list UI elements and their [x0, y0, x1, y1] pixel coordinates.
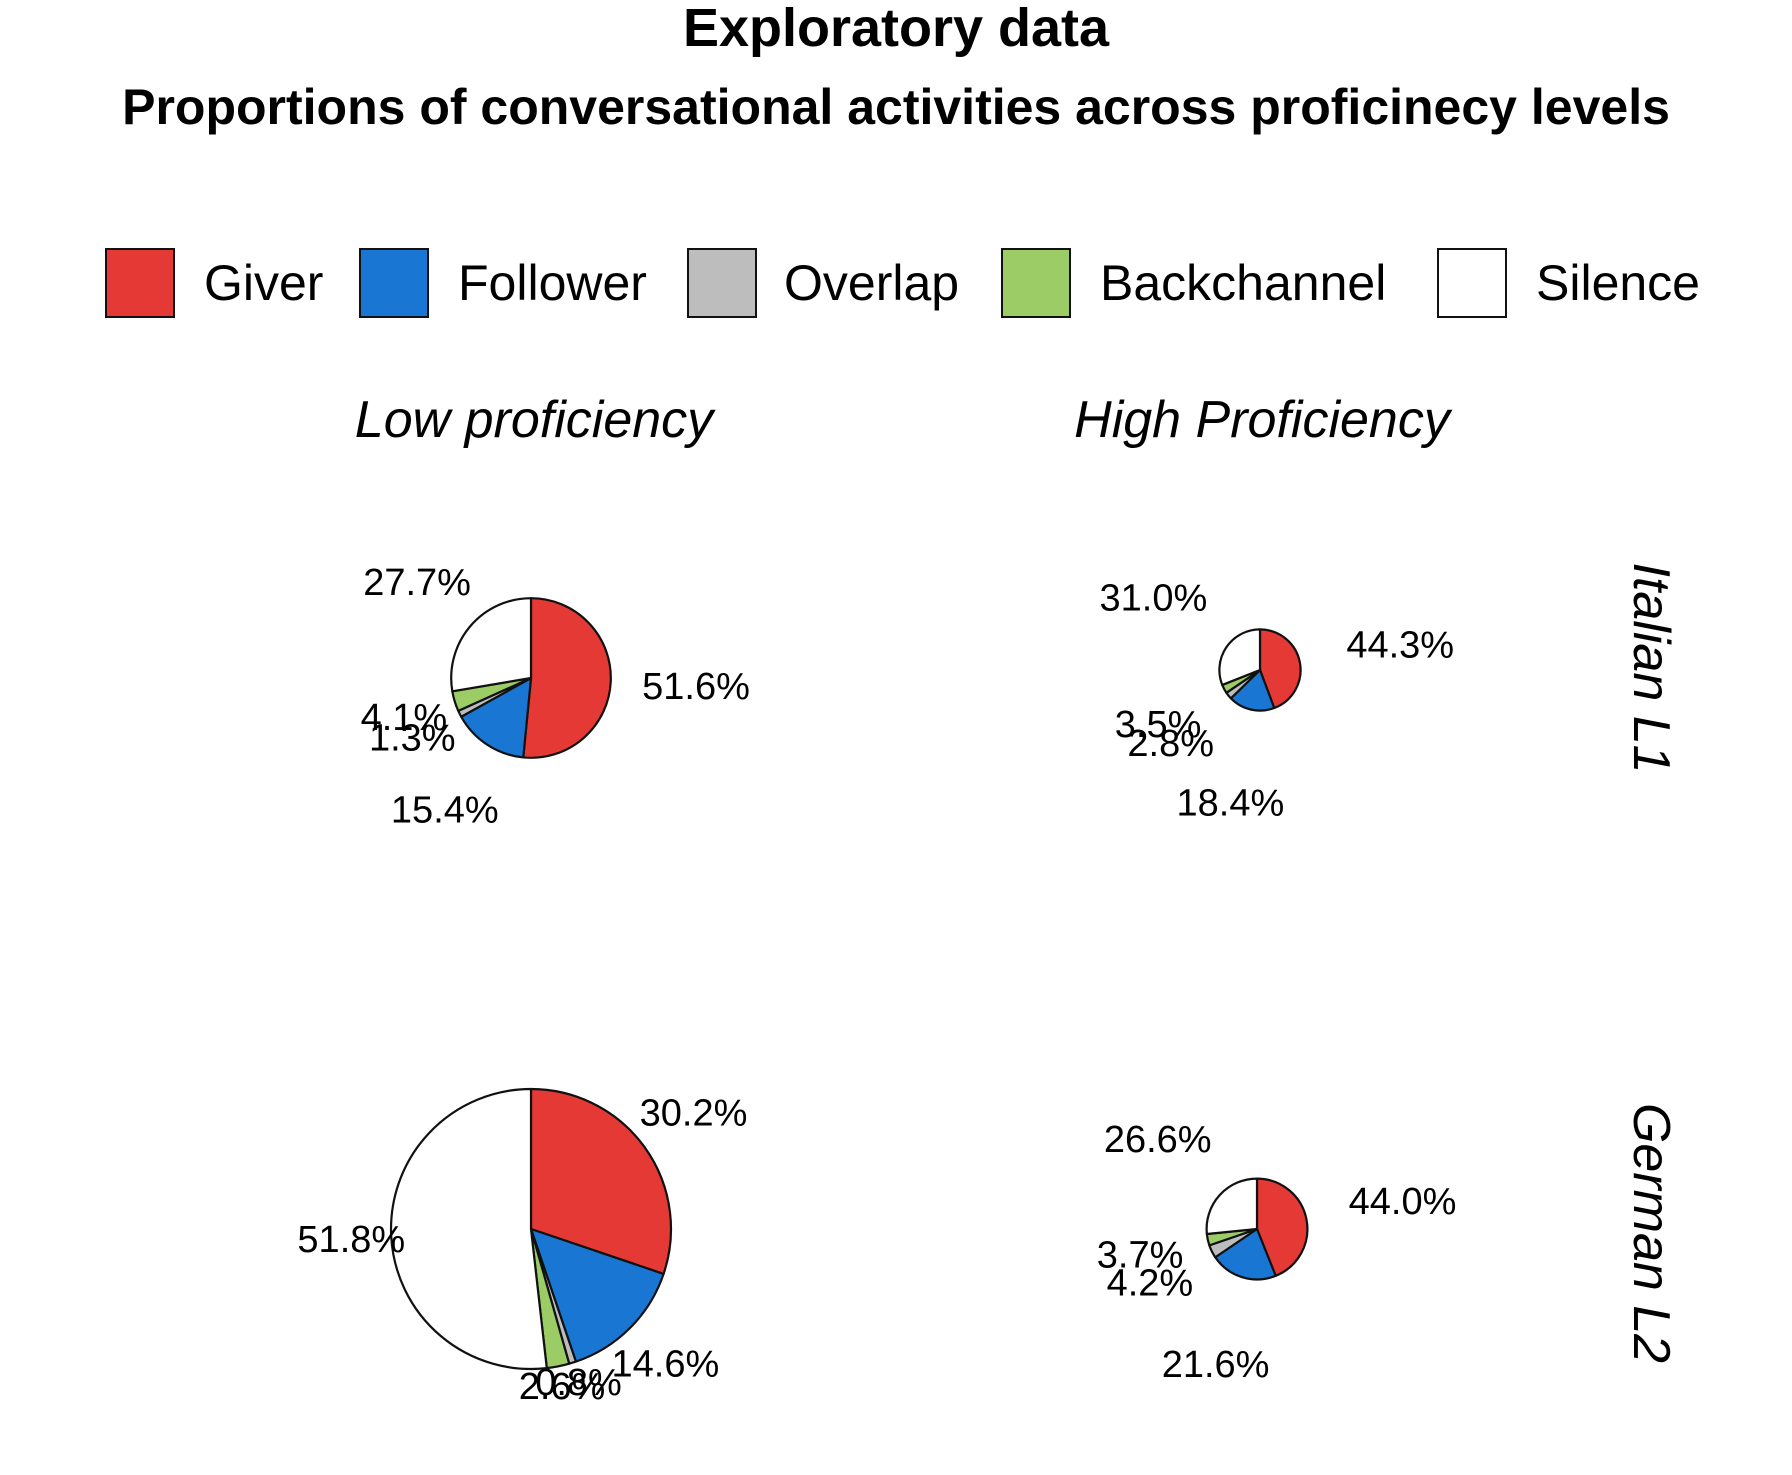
legend-label-backchannel: Backchannel: [1100, 255, 1386, 311]
chart-subtitle: Proportions of conversational activities…: [122, 79, 1670, 135]
slice-label-giver: 44.3%: [1346, 625, 1454, 667]
pie-german-l2-high-proficiency: 44.0% 21.6% 4.2%3.7% 26.6%: [1097, 1119, 1457, 1386]
slice-label-follower: 15.4%: [391, 789, 499, 831]
slice-giver: [529, 1087, 673, 1276]
chart-title: Exploratory data: [683, 0, 1110, 58]
legend-label-silence: Silence: [1536, 255, 1700, 311]
slice-label-giver: 44.0%: [1349, 1181, 1457, 1223]
slice-follower: [460, 676, 533, 759]
slice-silence: [389, 1087, 548, 1371]
slice-follower: [529, 1227, 665, 1363]
legend: Giver Follower Overlap Backchannel Silence: [105, 248, 1700, 318]
slice-label-silence: 27.7%: [363, 562, 471, 604]
legend-swatch-backchannel: [1001, 248, 1071, 318]
slice-label-overlap: 4.2%: [1107, 1262, 1194, 1304]
slice-label-backchannel: 3.5%: [1115, 704, 1202, 746]
slice-silence: [1205, 1177, 1259, 1236]
pie-panels: 51.6% 15.4% 1.3%4.1% 27.7% 44.3% 18.4% 2.8%3.5…: [297, 562, 1456, 1408]
slice-giver: [1258, 628, 1302, 710]
slice-label-backchannel: 3.7%: [1097, 1235, 1184, 1277]
slice-giver: [1255, 1177, 1309, 1277]
legend-label-overlap: Overlap: [784, 255, 959, 311]
slice-giver: [522, 597, 612, 759]
legend-swatch-overlap: [687, 248, 757, 318]
slice-label-giver: 51.6%: [642, 666, 750, 708]
pie-italian-l1-low-proficiency: 51.6% 15.4% 1.3%4.1% 27.7%: [361, 562, 750, 832]
slice-label-overlap: 2.8%: [1127, 723, 1214, 765]
slice-label-silence: 26.6%: [1104, 1119, 1212, 1161]
legend-label-follower: Follower: [458, 255, 647, 311]
slice-silence: [1218, 628, 1262, 687]
pie-italian-l1-high-proficiency: 44.3% 18.4% 2.8%3.5% 31.0%: [1100, 578, 1455, 825]
row-label-italian: Italian L1: [1622, 562, 1680, 773]
slice-label-giver: 30.2%: [640, 1093, 748, 1135]
slice-label-silence: 31.0%: [1100, 578, 1208, 620]
slice-label-silence: 51.8%: [297, 1219, 405, 1261]
legend-label-giver: Giver: [204, 255, 323, 311]
legend-swatch-giver: [105, 248, 175, 318]
legend-swatch-follower: [359, 248, 429, 318]
slice-label-follower: 18.4%: [1177, 782, 1285, 824]
pie-german-l2-low-proficiency: 30.2%14.6%0.8%2.6%51.8%: [297, 1087, 748, 1408]
slice-label-overlap: 1.3%: [369, 718, 456, 760]
column-label-low: Low proficiency: [355, 391, 716, 449]
slice-follower: [1214, 1227, 1277, 1281]
slice-silence: [450, 597, 533, 693]
column-label-high: High Proficiency: [1074, 391, 1453, 449]
slice-label-backchannel: 2.6%: [519, 1366, 606, 1408]
slice-label-follower: 14.6%: [612, 1343, 720, 1385]
slice-label-follower: 21.6%: [1162, 1344, 1270, 1386]
row-label-german: German L2: [1622, 1103, 1680, 1363]
slice-label-backchannel: 4.1%: [361, 697, 448, 739]
legend-swatch-silence: [1437, 248, 1507, 318]
